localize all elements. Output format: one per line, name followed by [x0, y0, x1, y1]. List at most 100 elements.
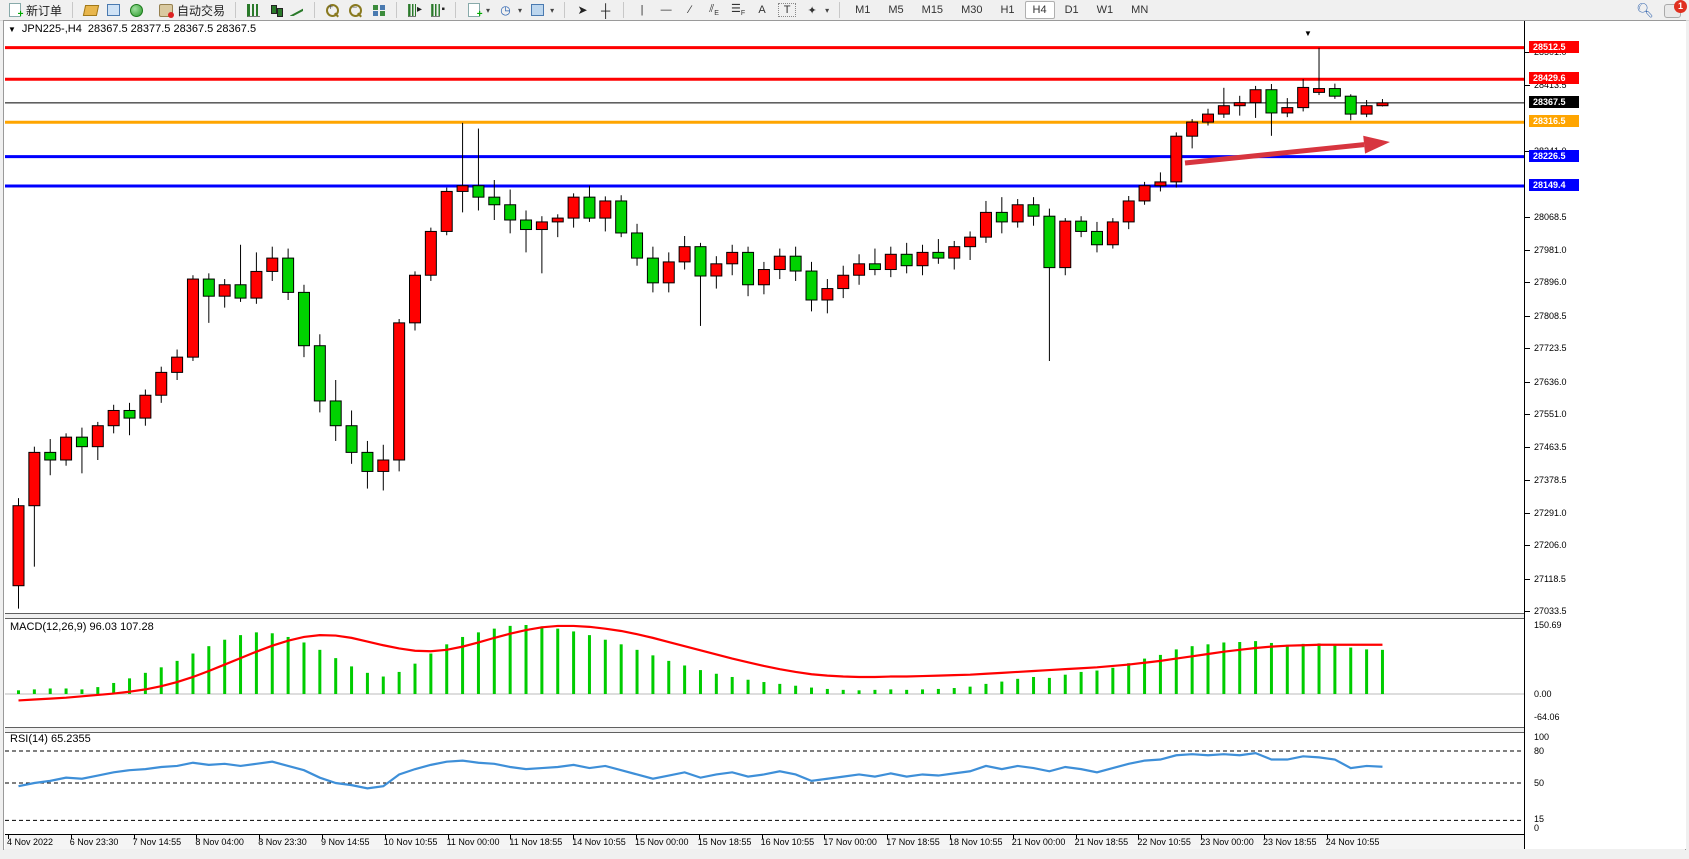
price-tick-mark — [1525, 151, 1530, 153]
toolbar-separator — [839, 2, 841, 18]
candle-body — [932, 251, 945, 259]
price-tick-mark — [1525, 250, 1530, 252]
navigator-icon — [130, 3, 144, 17]
bar-chart-button[interactable] — [242, 2, 265, 18]
price-tick-label: 27033.5 — [1534, 606, 1567, 617]
candle-body — [424, 230, 437, 276]
navigator-button[interactable] — [125, 2, 148, 18]
price-tick-mark — [1525, 578, 1530, 580]
candle-body — [1344, 95, 1357, 115]
timeframe-H1[interactable]: H1 — [1000, 4, 1015, 16]
timeframe-MN[interactable]: MN — [1131, 4, 1149, 16]
candle-body — [313, 345, 326, 402]
line-chart-button[interactable] — [285, 2, 308, 18]
macd-label: MACD(12,26,9) 96.03 107.28 — [10, 621, 154, 633]
candle-body — [504, 204, 517, 221]
rsi-line — [18, 752, 1383, 790]
rsi-panel[interactable] — [5, 731, 1524, 833]
price-tick-mark — [1525, 85, 1530, 87]
autotrading-button[interactable]: 自动交易 — [154, 1, 229, 20]
profiles-icon — [82, 4, 99, 16]
timeframe-M30[interactable]: M30 — [961, 4, 983, 16]
fibonacci-button[interactable]: ☰F — [726, 1, 750, 18]
time-tick-label: 22 Nov 10:55 — [1137, 837, 1191, 847]
chart-shift-button[interactable]: ▪ — [426, 2, 449, 18]
panel-separator[interactable] — [5, 727, 1524, 733]
candlestick-button[interactable] — [265, 3, 285, 17]
profiles-button[interactable] — [79, 2, 102, 18]
price-tick-mark — [1525, 216, 1530, 218]
candle-body — [75, 436, 88, 448]
timeframe-D1[interactable]: D1 — [1064, 4, 1079, 16]
candle-body — [773, 255, 786, 271]
candle-body — [488, 196, 501, 206]
market-watch-button[interactable] — [102, 2, 125, 18]
timeframe-W1[interactable]: W1 — [1096, 4, 1114, 16]
time-axis[interactable]: 4 Nov 2022 6 Nov 23:30 7 Nov 14:55 8 Nov 04… — [5, 834, 1524, 850]
price-tick-label: 27378.5 — [1534, 474, 1567, 485]
time-tick-mark — [1201, 835, 1203, 839]
time-tick-label: 14 Nov 10:55 — [572, 837, 626, 847]
text-button[interactable]: A — [750, 3, 774, 17]
candle-body — [964, 236, 977, 248]
candle-body — [1154, 181, 1167, 187]
tile-windows-button[interactable] — [367, 2, 390, 18]
candle-body — [567, 196, 580, 219]
bar-chart-icon — [247, 3, 261, 17]
chart-shift-marker[interactable]: ▼ — [1304, 29, 1312, 38]
vline-button[interactable]: | — [630, 3, 654, 17]
macd-axis-label: 150.69 — [1534, 620, 1562, 630]
period-dropdown[interactable]: ◷ ▾ — [494, 2, 526, 18]
price-tick-label: 27723.5 — [1534, 343, 1567, 354]
channel-button[interactable]: ⫽E — [702, 2, 726, 18]
hline-button[interactable]: — — [654, 3, 678, 17]
macd-axis-label: -64.06 — [1534, 712, 1560, 722]
price-tick-label: 27981.0 — [1534, 245, 1567, 256]
chat-icon[interactable]: 1 — [1664, 0, 1687, 18]
crosshair-button[interactable]: ┼ — [594, 2, 617, 18]
main-chart[interactable] — [5, 36, 1524, 613]
search-icon[interactable]: 🔍︎ — [1636, 2, 1654, 18]
candle-body — [409, 274, 421, 324]
candle-body — [456, 185, 469, 192]
time-tick-mark — [573, 835, 575, 839]
cursor-button[interactable]: ➤ — [571, 2, 594, 18]
arrows-dropdown[interactable]: ✦ ▾ — [800, 3, 833, 18]
price-tick-mark — [1525, 512, 1530, 514]
time-tick-label: 11 Nov 18:55 — [509, 837, 563, 847]
timeframe-H4[interactable]: H4 — [1024, 1, 1055, 19]
zoom-in-button[interactable] — [321, 2, 344, 18]
trendline-button[interactable]: ∕ — [678, 3, 702, 17]
time-tick-mark — [1138, 835, 1140, 839]
zoom-out-button[interactable] — [344, 2, 367, 18]
collapse-icon[interactable]: ▼ — [8, 24, 16, 34]
template-dropdown[interactable]: ▾ — [526, 2, 558, 18]
timeframe-M15[interactable]: M15 — [921, 4, 944, 16]
trend-arrow-head — [1363, 135, 1390, 154]
new-order-button[interactable]: 新订单 — [3, 1, 66, 20]
price-tick-label: 27463.5 — [1534, 442, 1567, 453]
candle-body — [1027, 204, 1040, 217]
candle-body — [631, 232, 644, 259]
timeframe-M1[interactable]: M1 — [855, 4, 871, 16]
new-chart-dropdown[interactable]: ▾ — [462, 2, 494, 20]
time-tick-mark — [510, 835, 512, 839]
candle-body — [345, 425, 358, 453]
candle-body — [1281, 107, 1294, 114]
macd-panel[interactable] — [5, 619, 1524, 727]
panel-separator[interactable] — [5, 613, 1524, 619]
price-tick-label: 27808.5 — [1534, 310, 1567, 321]
candle-body — [1202, 113, 1214, 123]
autoscroll-button[interactable]: ▸ — [403, 2, 426, 18]
candle-body — [28, 451, 41, 507]
price-tag: 28367.5 — [1529, 95, 1579, 108]
price-tick-mark — [1525, 611, 1530, 613]
toolbar-separator — [235, 2, 237, 18]
price-axis[interactable]: 28501.028413.528241.028068.527981.027896… — [1524, 21, 1686, 849]
candle-body — [1043, 215, 1056, 269]
label-button[interactable]: T — [774, 2, 800, 18]
candle-body — [868, 263, 881, 271]
timeframe-M5[interactable]: M5 — [888, 4, 904, 16]
market-watch-icon — [107, 4, 121, 16]
candle-body — [979, 211, 992, 238]
